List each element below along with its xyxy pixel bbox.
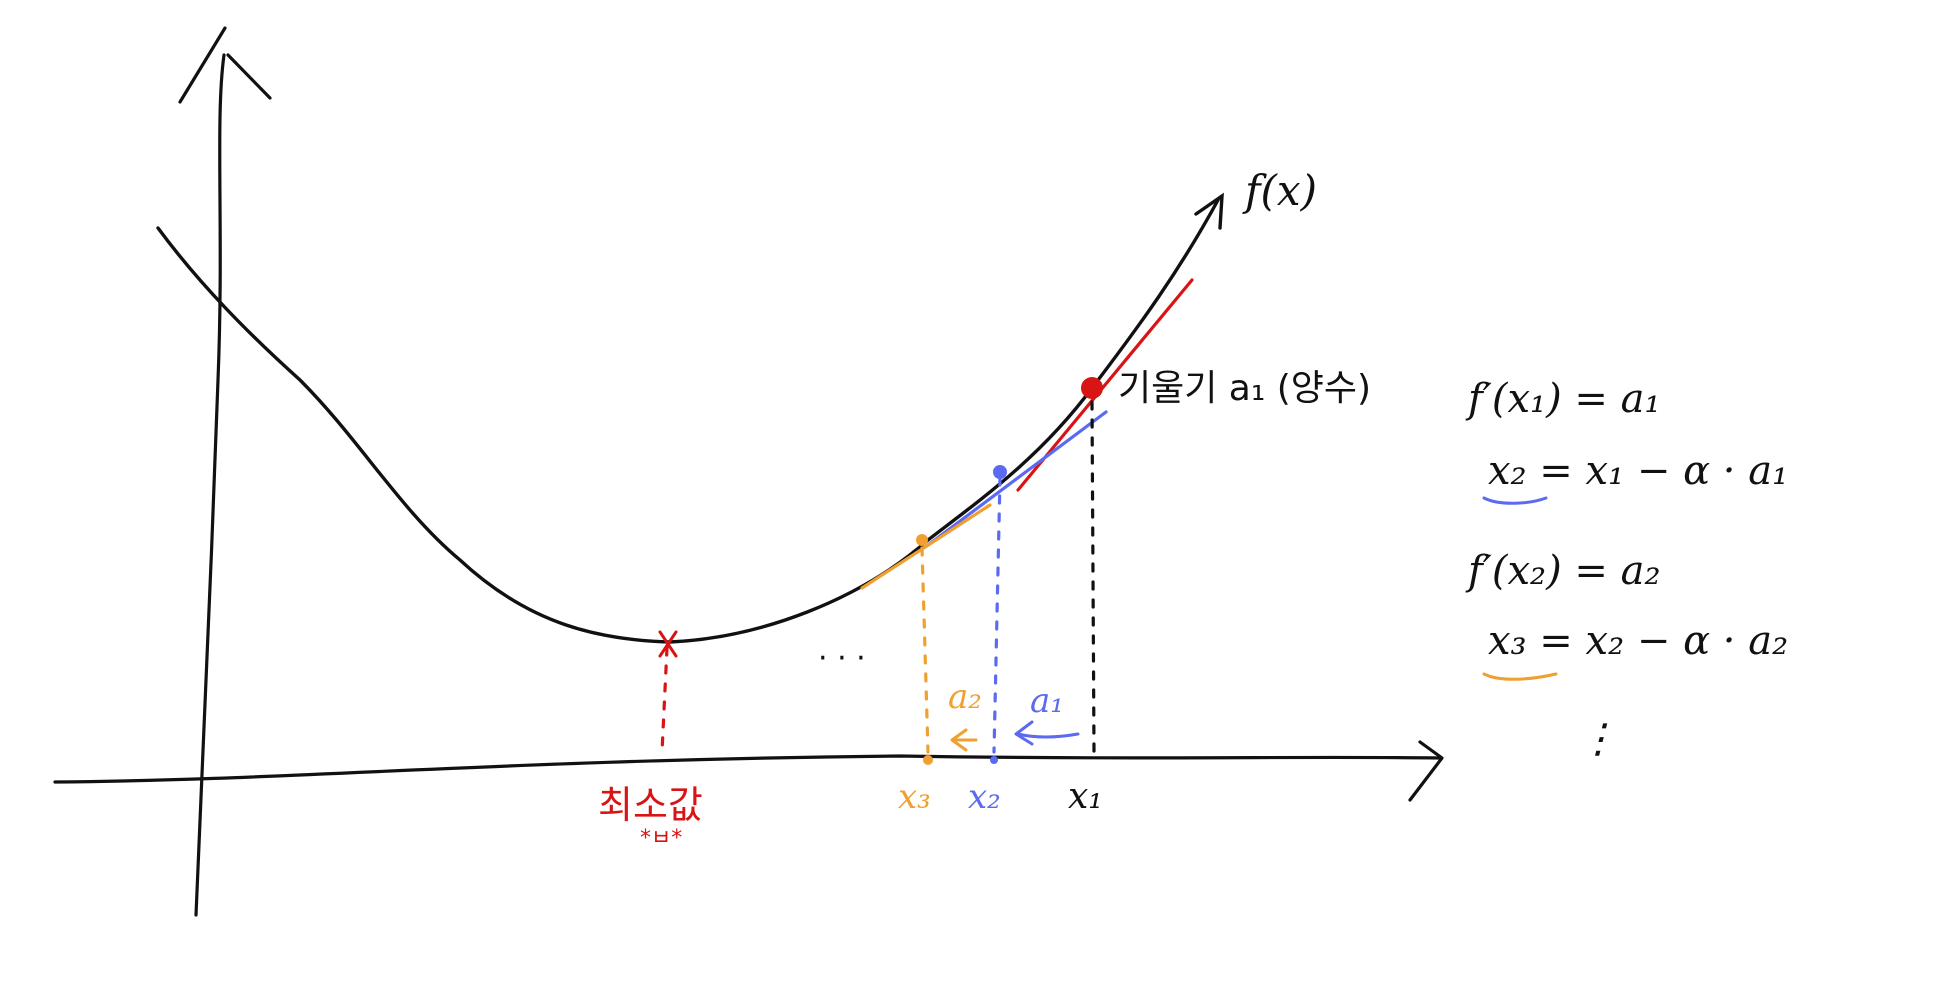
tangent-line-x2 [926,410,1108,547]
minimum-label: 최소값 [598,783,703,827]
y-axis-arrowhead [178,26,272,104]
tick-x3 [923,755,933,765]
ellipsis: · · · [818,641,866,676]
projection-x3 [920,546,930,754]
y-axis [194,53,226,917]
x-axis [53,754,1442,784]
point-x1 [1081,377,1103,399]
projection-minimum [660,646,669,754]
underline-x3 [1482,672,1558,681]
label-a1: a₁ [1030,681,1064,721]
x-axis-arrowhead [1408,740,1444,802]
equation-continuation: ⋮ [1578,716,1618,762]
tangent-line-x3 [860,503,992,590]
function-curve [156,198,1220,644]
tick-x2 [990,756,998,764]
label-a2: a₂ [948,677,982,717]
minimum-marker-icon [658,630,678,658]
equation-update-x2: x₂ = x₁ − α · a₁ [1488,448,1788,494]
equation-update-x3: x₃ = x₂ − α · a₂ [1488,618,1788,664]
label-x3: x₃ [898,777,931,817]
label-x1: x₁ [1068,776,1103,817]
equation-derivative-x2: f′(x₂) = a₂ [1465,548,1661,594]
projection-x2 [992,476,1002,754]
step-arrow-a2 [950,728,978,752]
label-x2: x₂ [968,777,1001,817]
equation-derivative-x1: f′(x₁) = a₁ [1465,376,1661,422]
point-x2 [993,465,1007,479]
underline-x2 [1482,496,1548,505]
slope-annotation: 기울기 a₁ (양수) [1118,368,1371,409]
minimum-sublabel: *ㅂ* [640,826,682,851]
step-arrow-a1 [1014,720,1080,746]
projection-x1 [1090,400,1096,754]
point-x3 [916,534,928,546]
function-curve-arrowhead [1194,192,1224,230]
function-label: f(x) [1242,166,1317,215]
